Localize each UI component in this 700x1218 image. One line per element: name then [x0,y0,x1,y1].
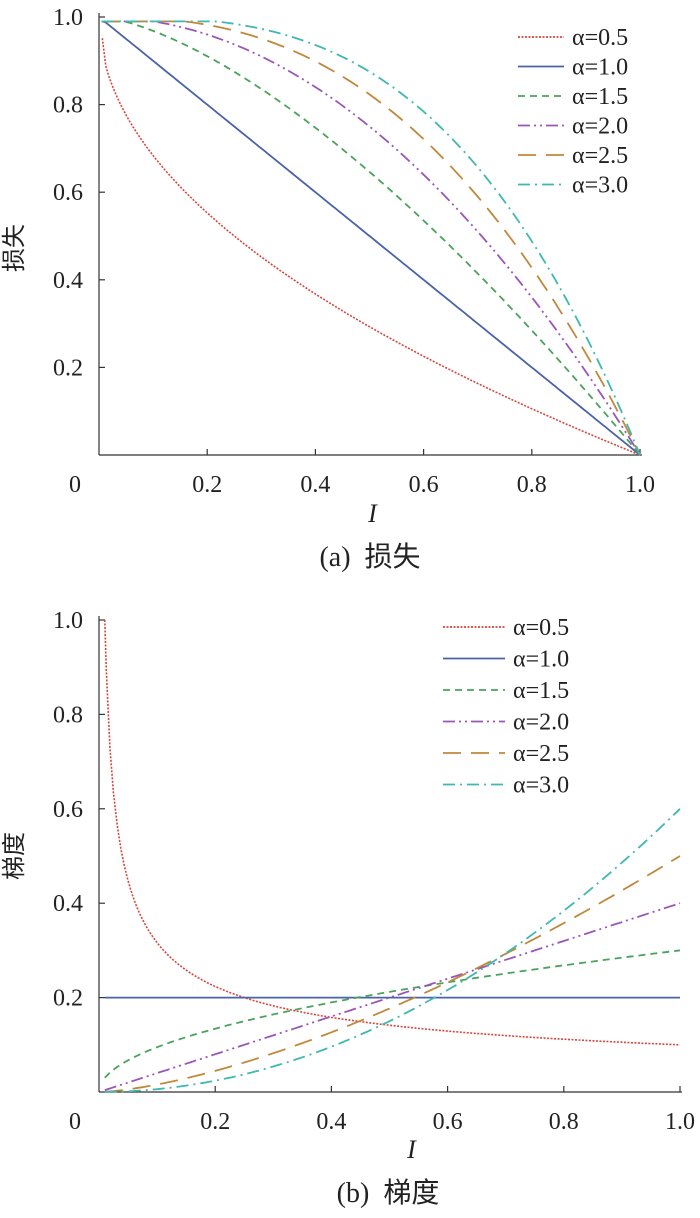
x-tick-label: 0.6 [433,1109,463,1135]
x-tick-label: 0.8 [517,472,547,498]
x-tick-label: 1.0 [665,1109,695,1135]
series-line-alpha-0-5 [101,38,641,456]
legend-label: α=2.5 [513,741,569,767]
y-axis-label: 梯度 [0,832,28,880]
series-line-alpha-0-5 [104,619,681,1046]
legend-label: α=0.5 [513,615,569,641]
series-line-alpha-3 [104,808,681,1093]
legend-label: α=0.5 [572,25,628,51]
legend-label: α=2.0 [572,114,628,140]
y-tick-label: 0.2 [53,355,83,381]
y-tick-label: 0.2 [53,986,83,1012]
series-line-alpha-1 [101,20,641,456]
series-line-alpha-2 [104,902,681,1091]
legend-label: α=3.0 [572,173,628,199]
legend-label: α=1.0 [513,647,569,673]
series-line-alpha-1-5 [104,949,681,1079]
x-tick-label: 0.4 [316,1109,346,1135]
x-tick-label: 0 [69,1109,81,1135]
series-line-alpha-2-5 [101,20,641,456]
y-tick-label: 0.6 [53,797,83,823]
y-tick-label: 0.4 [53,891,83,917]
legend: α=0.5 α=1.0 α=1.5 α=2.0 α=2.5 α=3.0 [443,615,569,799]
series-line-alpha-2-5 [104,855,681,1093]
figure-caption: (b) 梯度 [337,1176,440,1209]
y-tick-label: 0.8 [53,702,83,728]
series-line-alpha-2 [101,20,641,456]
series-line-alpha-1-5 [101,20,641,456]
y-tick-label: 0.8 [53,93,83,119]
y-tick-label: 1.0 [53,5,83,31]
legend-label: α=2.0 [513,710,569,736]
y-tick-label: 0.6 [53,180,83,206]
figure-caption: (a) 损失 [319,540,420,573]
y-tick-label: 0.4 [53,268,83,294]
x-tick-label: 0.2 [200,1109,230,1135]
x-tick-label: 0.6 [409,472,439,498]
x-tick-label: 0.4 [300,472,330,498]
legend-label: α=1.0 [572,55,628,81]
legend-label: α=1.5 [513,678,569,704]
x-axis-label: I [367,499,378,528]
x-tick-label: 0 [69,472,81,498]
legend: α=0.5 α=1.0 α=1.5 α=2.0 α=2.5 α=3.0 [518,25,628,199]
legend-label: α=2.5 [572,143,628,169]
x-tick-label: 1.0 [625,472,655,498]
x-tick-label: 0.2 [192,472,222,498]
chart-panel-a: 0 0.2 0.4 0.6 0.8 1.0 0.2 0.4 0.6 0.8 1.0 I 损失 (a) 损失… [0,5,655,573]
x-axis-label: I [406,1135,417,1164]
chart-panel-b: 0 0.2 0.4 0.6 0.8 1.0 0.2 0.4 0.6 0.8 1.0 I 梯度 (b) 梯度… [0,608,695,1209]
y-axis-label: 损失 [0,224,28,272]
y-tick-label: 1.0 [53,608,83,634]
legend-label: α=1.5 [572,84,628,110]
legend-label: α=3.0 [513,773,569,799]
x-tick-label: 0.8 [549,1109,579,1135]
